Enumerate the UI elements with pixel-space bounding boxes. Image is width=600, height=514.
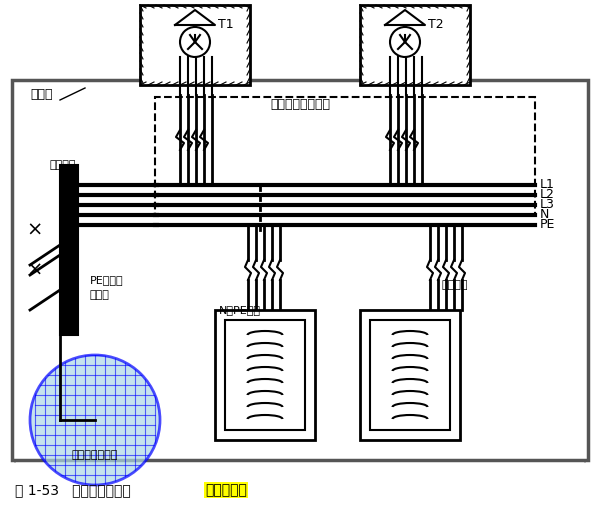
- Text: 联结线: 联结线: [90, 290, 110, 300]
- Bar: [360, 310, 460, 440]
- Text: 建筑物: 建筑物: [30, 88, 53, 101]
- Bar: [368, 10, 462, 80]
- Bar: [60, 165, 78, 335]
- Bar: [360, 5, 470, 85]
- Bar: [155, 97, 535, 215]
- Text: T2: T2: [428, 19, 443, 31]
- Bar: [215, 310, 315, 440]
- Text: L2: L2: [540, 189, 555, 201]
- Bar: [370, 320, 450, 430]
- Text: 低压成套开关设备: 低压成套开关设备: [270, 99, 330, 112]
- Bar: [225, 320, 305, 430]
- Text: N、PE接点: N、PE接点: [219, 305, 261, 315]
- Text: PE接地点: PE接地点: [90, 275, 124, 285]
- Bar: [20, 85, 580, 455]
- Text: 图 1-53   低压配电所内的: 图 1-53 低压配电所内的: [15, 483, 131, 497]
- Text: PE: PE: [540, 218, 556, 231]
- Text: N: N: [540, 209, 550, 222]
- Text: 接地母排: 接地母排: [50, 160, 77, 170]
- Text: T1: T1: [218, 19, 233, 31]
- Bar: [148, 10, 242, 80]
- Text: 等电位联结: 等电位联结: [205, 483, 247, 497]
- Text: L3: L3: [540, 198, 555, 211]
- Text: ×: ×: [27, 261, 43, 280]
- Text: L1: L1: [540, 178, 555, 192]
- Text: 电气设备: 电气设备: [442, 280, 468, 290]
- Text: 建筑物基础钢筋: 建筑物基础钢筋: [72, 450, 118, 460]
- Circle shape: [30, 355, 160, 485]
- Text: ×: ×: [27, 221, 43, 240]
- Bar: [140, 5, 250, 85]
- Bar: [12, 80, 588, 460]
